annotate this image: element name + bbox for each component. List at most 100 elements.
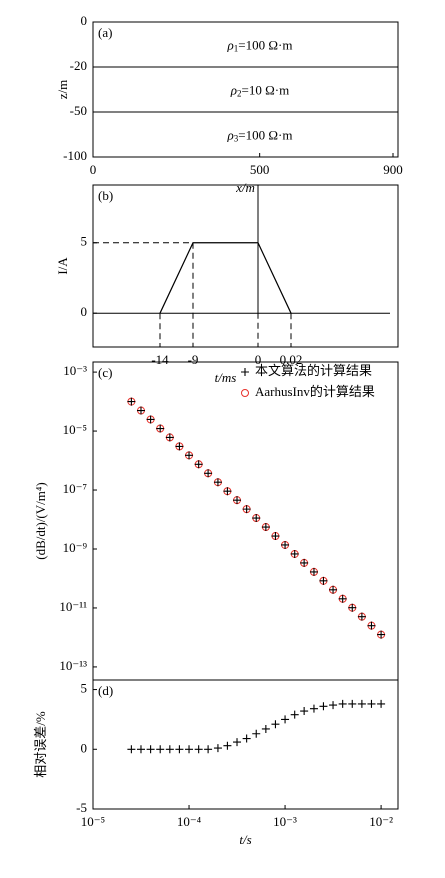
layer-resistivity: =10 Ω·m bbox=[242, 82, 290, 97]
layer-symbol: ρ bbox=[227, 127, 234, 142]
y-tick-label: 10⁻⁹ bbox=[63, 540, 88, 555]
marker-plus bbox=[309, 567, 318, 576]
marker-plus bbox=[319, 702, 328, 711]
marker-plus bbox=[242, 734, 251, 743]
marker-plus bbox=[367, 699, 376, 708]
marker-plus bbox=[146, 415, 155, 424]
marker-plus bbox=[252, 729, 261, 738]
panel-label: (b) bbox=[98, 188, 113, 203]
plot-frame bbox=[92, 679, 399, 810]
marker-plus bbox=[357, 612, 366, 621]
y-tick-label: 10⁻¹³ bbox=[59, 658, 87, 673]
layer-symbol: ρ bbox=[230, 82, 237, 97]
marker-plus bbox=[377, 699, 386, 708]
marker-plus bbox=[194, 745, 203, 754]
panel-label: (d) bbox=[98, 683, 113, 698]
plot-frame bbox=[92, 361, 399, 681]
marker-plus bbox=[185, 451, 194, 460]
y-tick-label: 5 bbox=[81, 681, 88, 696]
legend-label: 本文算法的计算结果 bbox=[255, 363, 372, 378]
marker-plus bbox=[329, 585, 338, 594]
marker-plus bbox=[242, 505, 251, 514]
y-tick-label: -5 bbox=[76, 800, 87, 815]
y-tick-label: 0 bbox=[81, 740, 88, 755]
x-axis-label: t/ms bbox=[215, 370, 237, 385]
y-tick-label: 0 bbox=[81, 304, 88, 319]
marker-plus bbox=[338, 594, 347, 603]
layer-subscript: 3 bbox=[234, 134, 239, 144]
layer-label: ρ2=10 Ω·m bbox=[230, 82, 289, 98]
legend-marker bbox=[241, 389, 249, 397]
marker-plus bbox=[175, 745, 184, 754]
layer-resistivity: =100 Ω·m bbox=[238, 127, 292, 142]
marker-plus bbox=[223, 741, 232, 750]
x-tick-label: -9 bbox=[188, 352, 199, 367]
panel-label: (a) bbox=[98, 25, 112, 40]
y-tick-label: -100 bbox=[63, 148, 87, 163]
marker-plus bbox=[194, 460, 203, 469]
marker-plus bbox=[281, 540, 290, 549]
marker-plus bbox=[204, 745, 213, 754]
marker-plus bbox=[136, 406, 145, 415]
marker-plus bbox=[290, 710, 299, 719]
marker-plus bbox=[175, 442, 184, 451]
x-axis-label: x/m bbox=[235, 180, 255, 195]
current-waveform bbox=[159, 242, 292, 314]
marker-plus bbox=[261, 523, 270, 532]
marker-plus bbox=[300, 707, 309, 716]
y-tick-label: 10⁻⁵ bbox=[63, 422, 87, 437]
marker-plus bbox=[348, 699, 357, 708]
layer-label: ρ3=100 Ω·m bbox=[227, 127, 293, 143]
y-tick-label: 0 bbox=[81, 13, 88, 28]
marker-plus bbox=[338, 699, 347, 708]
marker-plus bbox=[367, 621, 376, 630]
marker-plus bbox=[156, 424, 165, 433]
x-tick-label: 0.02 bbox=[280, 352, 303, 367]
layer-subscript: 1 bbox=[234, 44, 239, 54]
marker-plus bbox=[300, 558, 309, 567]
x-tick-label: 10⁻⁴ bbox=[177, 814, 202, 829]
y-axis-label: (dB/dt)/(V/m⁴) bbox=[33, 482, 48, 559]
y-tick-label: 10⁻¹¹ bbox=[59, 599, 87, 614]
x-tick-label: 10⁻⁵ bbox=[81, 814, 105, 829]
marker-plus bbox=[261, 724, 270, 733]
y-axis-label: I/A bbox=[55, 257, 70, 275]
marker-plus bbox=[185, 745, 194, 754]
x-tick-label: 900 bbox=[383, 162, 403, 177]
layer-subscript: 2 bbox=[237, 89, 242, 99]
marker-plus bbox=[271, 532, 280, 541]
y-tick-label: 10⁻⁷ bbox=[63, 481, 87, 496]
y-axis-label: z/m bbox=[55, 80, 70, 100]
marker-plus bbox=[127, 397, 136, 406]
x-tick-label: 10⁻³ bbox=[273, 814, 297, 829]
marker-plus bbox=[146, 745, 155, 754]
marker-plus bbox=[156, 745, 165, 754]
marker-plus bbox=[165, 745, 174, 754]
x-tick-label: 0 bbox=[90, 162, 97, 177]
marker-plus bbox=[252, 514, 261, 523]
x-tick-label: 500 bbox=[250, 162, 270, 177]
marker-plus bbox=[271, 720, 280, 729]
x-axis-label: t/s bbox=[239, 832, 251, 847]
marker-plus bbox=[348, 603, 357, 612]
marker-plus bbox=[233, 738, 242, 747]
layer-symbol: ρ bbox=[227, 37, 234, 52]
marker-plus bbox=[329, 701, 338, 710]
panel-label: (c) bbox=[98, 365, 112, 380]
marker-plus bbox=[309, 704, 318, 713]
x-tick-label: 10⁻² bbox=[369, 814, 393, 829]
x-tick-label: -14 bbox=[151, 352, 169, 367]
marker-plus bbox=[136, 745, 145, 754]
y-axis-label: 相对误差/% bbox=[33, 711, 48, 778]
y-tick-label: -50 bbox=[70, 103, 87, 118]
marker-plus bbox=[213, 478, 222, 487]
layer-label: ρ1=100 Ω·m bbox=[227, 37, 293, 53]
marker-plus bbox=[165, 433, 174, 442]
marker-plus bbox=[223, 487, 232, 496]
legend-marker bbox=[241, 368, 249, 376]
x-tick-label: 0 bbox=[255, 352, 262, 367]
marker-plus bbox=[319, 576, 328, 585]
marker-plus bbox=[213, 744, 222, 753]
legend-label: AarhusInv的计算结果 bbox=[255, 384, 375, 399]
